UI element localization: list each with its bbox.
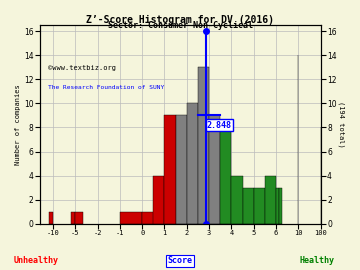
Bar [220, 127, 231, 224]
Title: Z’-Score Histogram for DV (2016): Z’-Score Histogram for DV (2016) [86, 15, 274, 25]
Bar [176, 115, 187, 224]
Bar [231, 176, 243, 224]
Bar [187, 103, 198, 224]
Bar [49, 212, 53, 224]
Bar [75, 212, 83, 224]
Bar [198, 67, 209, 224]
Bar [209, 115, 220, 224]
Text: The Research Foundation of SUNY: The Research Foundation of SUNY [48, 85, 164, 90]
Bar [276, 188, 279, 224]
Text: Unhealthy: Unhealthy [14, 256, 58, 265]
Bar [71, 212, 75, 224]
Y-axis label: Number of companies: Number of companies [15, 84, 21, 165]
Bar [165, 115, 176, 224]
Text: ©www.textbiz.org: ©www.textbiz.org [48, 65, 116, 71]
Bar [279, 188, 282, 224]
Bar [153, 176, 165, 224]
Text: Sector: Consumer Non-Cyclical: Sector: Consumer Non-Cyclical [108, 21, 252, 30]
Y-axis label: (194 total): (194 total) [338, 101, 345, 148]
Text: Score: Score [167, 256, 193, 265]
Bar [243, 188, 254, 224]
Bar [254, 188, 265, 224]
Text: 2.848: 2.848 [207, 120, 232, 130]
Bar [142, 212, 165, 224]
Text: Healthy: Healthy [299, 256, 334, 265]
Bar [265, 176, 276, 224]
Bar [120, 212, 142, 224]
